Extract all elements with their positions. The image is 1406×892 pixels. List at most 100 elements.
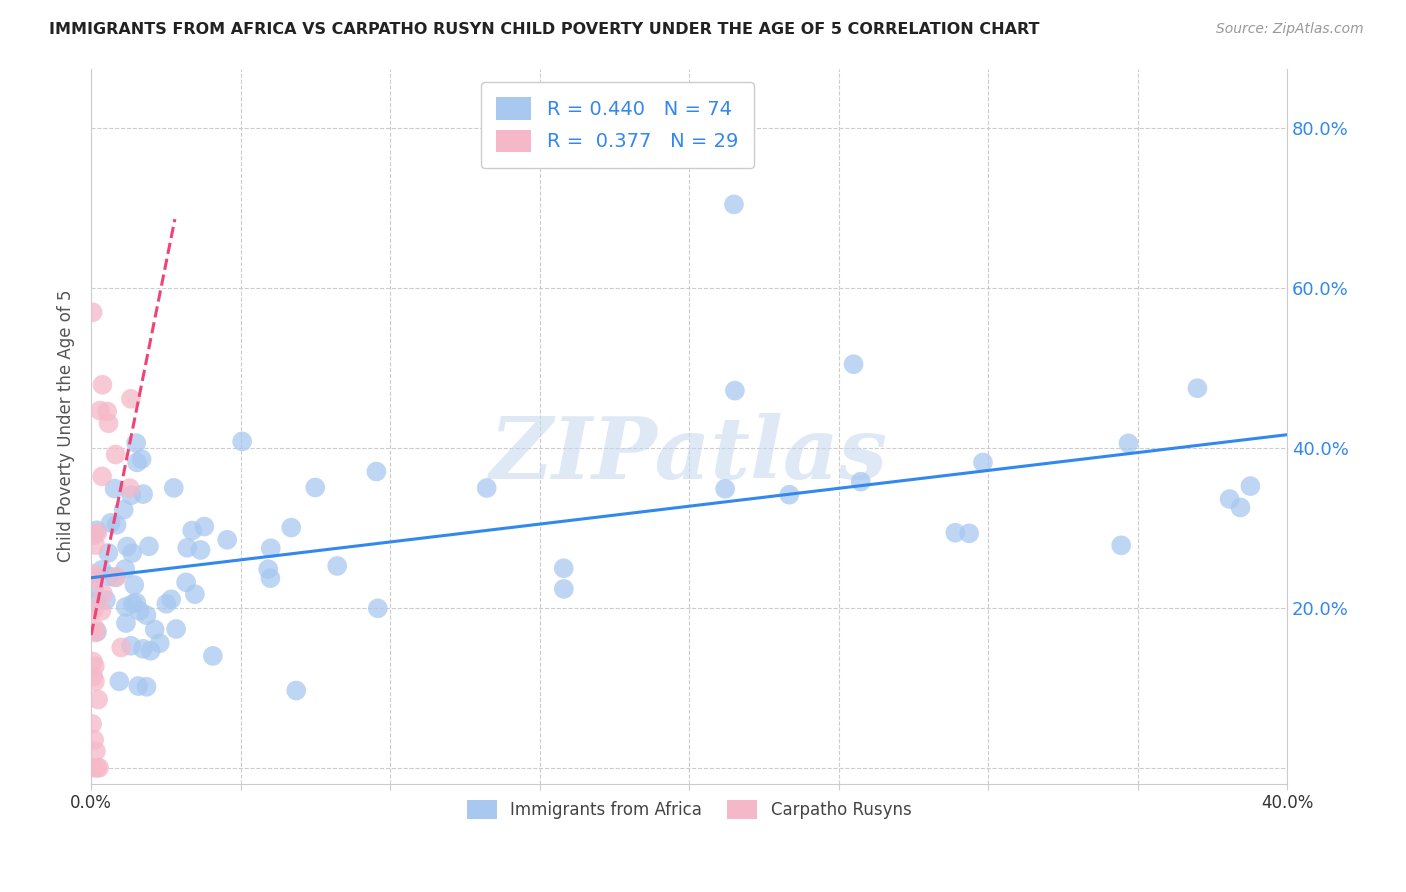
Point — [553, 582, 575, 596]
Point — [138, 539, 160, 553]
Point — [97, 546, 120, 560]
Point — [82, 669, 104, 683]
Point — [115, 540, 138, 554]
Point — [97, 417, 120, 431]
Point — [132, 641, 155, 656]
Point — [128, 604, 150, 618]
Point — [124, 578, 146, 592]
Text: Source: ZipAtlas.com: Source: ZipAtlas.com — [1216, 22, 1364, 37]
Point — [98, 569, 121, 583]
Point — [82, 655, 104, 669]
Point — [259, 571, 281, 585]
Point — [326, 558, 349, 573]
Point — [83, 572, 105, 586]
Point — [84, 625, 107, 640]
Point — [83, 732, 105, 747]
Point — [304, 481, 326, 495]
Point — [121, 546, 143, 560]
Point — [149, 636, 172, 650]
Point — [957, 526, 980, 541]
Point — [184, 587, 207, 601]
Point — [181, 524, 204, 538]
Point — [553, 561, 575, 575]
Point — [1109, 538, 1132, 552]
Point — [257, 562, 280, 576]
Point — [280, 520, 302, 534]
Point — [89, 403, 111, 417]
Point — [849, 475, 872, 489]
Point — [108, 674, 131, 689]
Point — [1239, 479, 1261, 493]
Point — [260, 541, 283, 556]
Point — [231, 434, 253, 449]
Point — [118, 481, 141, 495]
Point — [1187, 381, 1209, 395]
Point — [125, 595, 148, 609]
Text: ZIPatlas: ZIPatlas — [491, 413, 889, 497]
Point — [120, 392, 142, 406]
Point — [165, 622, 187, 636]
Point — [190, 543, 212, 558]
Point — [84, 744, 107, 758]
Point — [1229, 500, 1251, 515]
Point — [475, 481, 498, 495]
Point — [125, 455, 148, 469]
Point — [104, 570, 127, 584]
Point — [972, 455, 994, 469]
Point — [143, 623, 166, 637]
Point — [120, 488, 142, 502]
Point — [135, 680, 157, 694]
Point — [121, 597, 143, 611]
Point — [1219, 491, 1241, 506]
Point — [1118, 436, 1140, 450]
Point — [83, 581, 105, 595]
Point — [83, 602, 105, 616]
Point — [714, 482, 737, 496]
Point — [103, 482, 125, 496]
Point — [90, 563, 112, 577]
Point — [105, 570, 128, 584]
Point — [86, 525, 108, 540]
Point — [120, 639, 142, 653]
Point — [82, 566, 104, 581]
Point — [90, 604, 112, 618]
Point — [84, 621, 107, 635]
Point — [193, 519, 215, 533]
Point — [84, 594, 107, 608]
Point — [155, 597, 177, 611]
Point — [201, 648, 224, 663]
Point — [127, 679, 149, 693]
Point — [100, 516, 122, 530]
Point — [112, 502, 135, 516]
Point — [139, 644, 162, 658]
Point — [114, 599, 136, 614]
Point — [91, 469, 114, 483]
Point — [115, 615, 138, 630]
Point — [96, 404, 118, 418]
Text: IMMIGRANTS FROM AFRICA VS CARPATHO RUSYN CHILD POVERTY UNDER THE AGE OF 5 CORREL: IMMIGRANTS FROM AFRICA VS CARPATHO RUSYN… — [49, 22, 1039, 37]
Point — [724, 384, 747, 398]
Point — [723, 197, 745, 211]
Point — [87, 692, 110, 706]
Point — [91, 587, 114, 601]
Point — [114, 562, 136, 576]
Point — [84, 674, 107, 689]
Point — [94, 593, 117, 607]
Point — [778, 488, 800, 502]
Point — [125, 436, 148, 450]
Point — [83, 528, 105, 542]
Point — [82, 305, 104, 319]
Point — [163, 481, 186, 495]
Point — [83, 659, 105, 673]
Point — [89, 761, 111, 775]
Point — [160, 592, 183, 607]
Point — [104, 448, 127, 462]
Point — [86, 761, 108, 775]
Point — [131, 452, 153, 467]
Point — [86, 624, 108, 639]
Point — [84, 538, 107, 552]
Point — [217, 533, 239, 547]
Y-axis label: Child Poverty Under the Age of 5: Child Poverty Under the Age of 5 — [58, 290, 75, 562]
Point — [83, 761, 105, 775]
Point — [366, 465, 388, 479]
